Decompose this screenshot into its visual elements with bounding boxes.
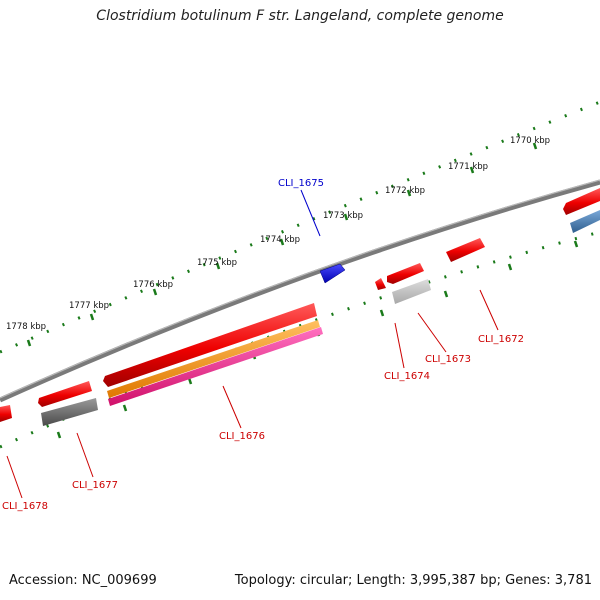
gene-label-cli-1673[interactable]: CLI_1673 <box>425 354 471 365</box>
kbp-label: 1774 kbp <box>260 235 300 245</box>
gene-arrow-cli-1678[interactable] <box>0 405 12 422</box>
gene-arrow-cli-1674[interactable] <box>375 278 386 290</box>
gene-label-cli-1672[interactable]: CLI_1672 <box>478 334 524 345</box>
gene-arrow-cli-1673-red[interactable] <box>387 263 424 284</box>
gene-label-cli-1676[interactable]: CLI_1676 <box>219 431 265 442</box>
genes <box>0 188 600 426</box>
genome-backbone <box>0 179 600 403</box>
forward-major-ticks <box>26 142 538 347</box>
major-tick <box>215 262 221 270</box>
gene-label-cli-1675[interactable]: CLI_1675 <box>278 178 324 189</box>
gene-label-cli-1674[interactable]: CLI_1674 <box>384 371 430 382</box>
kbp-label: 1777 kbp <box>69 301 109 311</box>
kbp-label: 1771 kbp <box>448 162 488 172</box>
map-title: Clostridium botulinum F str. Langeland, … <box>96 8 504 24</box>
kbp-label: 1775 kbp <box>197 258 237 268</box>
major-tick <box>89 313 95 321</box>
gene-arrow-cli-1676-pink[interactable] <box>108 327 323 406</box>
gene-arrow-cli-1676-red[interactable] <box>103 303 317 387</box>
major-tick <box>26 339 32 347</box>
callout-cli-1673 <box>417 312 447 353</box>
major-tick <box>507 263 513 271</box>
gene-arrow-right-edge[interactable] <box>563 188 600 215</box>
major-tick <box>343 213 349 221</box>
callout-cli-1672 <box>479 289 499 331</box>
reverse-tick-line <box>0 230 600 449</box>
gene-labels: CLI_1672 CLI_1673 CLI_1674 CLI_1675 CLI_… <box>2 178 524 512</box>
gene-arrow-right-edge-steel[interactable] <box>570 210 600 233</box>
genome-backbone-highlight <box>0 179 600 399</box>
kbp-labels: 1770 kbp 1771 kbp 1772 kbp 1773 kbp 1774… <box>6 136 550 332</box>
major-tick <box>443 290 449 298</box>
callout-cli-1676 <box>222 385 242 429</box>
gene-label-cli-1677[interactable]: CLI_1677 <box>72 480 118 491</box>
gene-arrow-cli-1675[interactable] <box>319 263 346 284</box>
kbp-label: 1776 kbp <box>133 280 173 290</box>
callout-cli-1677 <box>76 432 94 478</box>
accession-text: Accession: NC_009699 <box>9 573 157 588</box>
callout-lines <box>6 189 499 499</box>
kbp-label: 1773 kbp <box>323 211 363 221</box>
callout-cli-1674 <box>394 322 405 369</box>
kbp-label: 1770 kbp <box>510 136 550 146</box>
gene-arrow-cli-1673-grey[interactable] <box>392 279 431 304</box>
callout-cli-1675 <box>300 189 321 237</box>
kbp-label: 1778 kbp <box>6 322 46 332</box>
major-tick <box>379 309 385 317</box>
gene-arrow-cli-1672[interactable] <box>446 238 485 262</box>
major-tick <box>532 142 538 150</box>
reverse-tick-track <box>0 230 600 449</box>
major-tick <box>122 404 128 412</box>
gene-arrow-cli-1677-grey[interactable] <box>41 398 98 426</box>
gene-label-cli-1678[interactable]: CLI_1678 <box>2 501 48 512</box>
genome-summary-text: Topology: circular; Length: 3,995,387 bp… <box>234 573 592 588</box>
major-tick <box>279 238 285 246</box>
major-tick <box>469 166 475 174</box>
callout-cli-1678 <box>6 455 23 499</box>
major-tick <box>406 189 412 197</box>
gene-arrow-cli-1676-orange[interactable] <box>107 320 320 398</box>
major-tick <box>152 288 158 296</box>
gene-arrow-cli-1677-red[interactable] <box>38 381 92 407</box>
major-tick <box>56 431 62 439</box>
major-tick <box>573 240 579 248</box>
kbp-label: 1772 kbp <box>385 186 425 196</box>
forward-tick-track <box>0 100 600 354</box>
